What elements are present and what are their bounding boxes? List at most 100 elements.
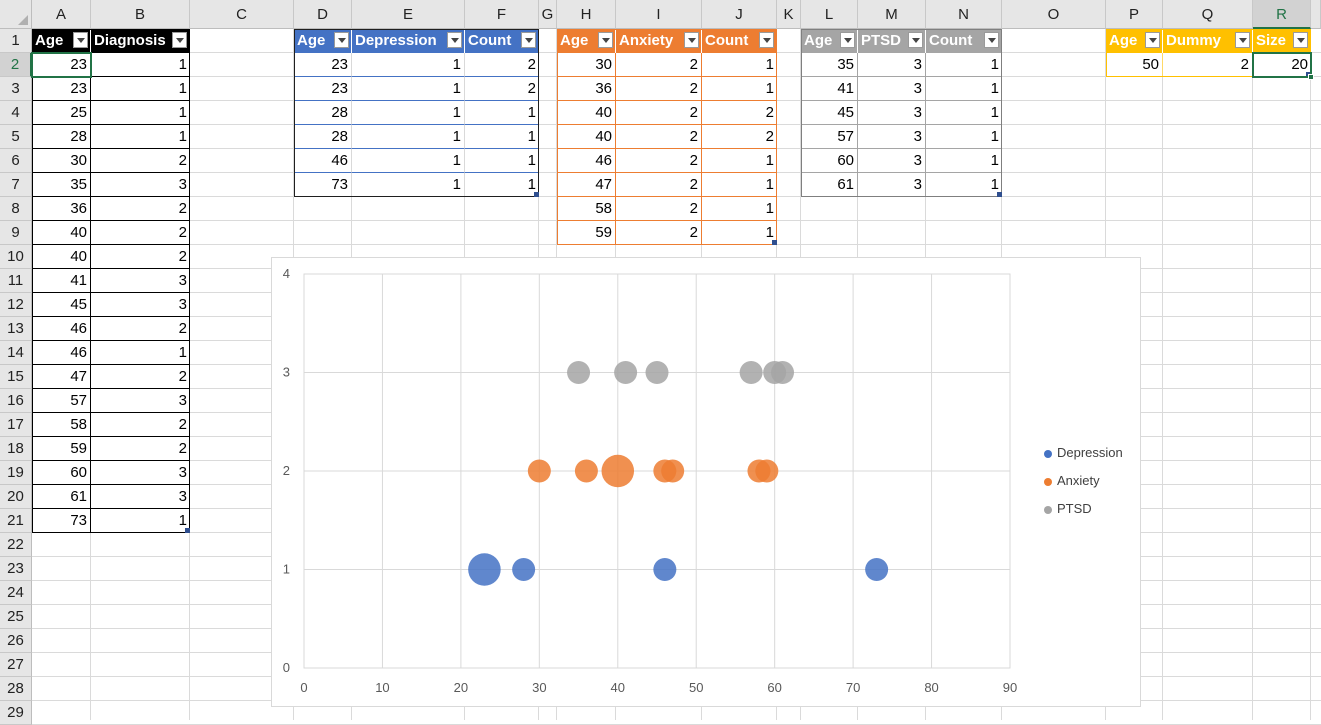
- filter-dropdown-icon[interactable]: [172, 32, 187, 48]
- table-main-cell[interactable]: 2: [91, 245, 190, 269]
- table-resize-handle[interactable]: [997, 192, 1002, 197]
- anxiety-bubble[interactable]: [601, 454, 635, 488]
- table-dummy-cell[interactable]: 2: [1163, 53, 1253, 77]
- table-anxiety-cell[interactable]: 2: [616, 125, 702, 149]
- filter-dropdown-icon[interactable]: [840, 32, 855, 48]
- row-header-29[interactable]: 29: [0, 701, 32, 725]
- anxiety-bubble[interactable]: [527, 459, 551, 483]
- filter-dropdown-icon[interactable]: [684, 32, 699, 48]
- table-ptsd-cell[interactable]: 41: [801, 77, 858, 101]
- table-depression-cell[interactable]: 2: [465, 53, 539, 77]
- table-main-cell[interactable]: 73: [32, 509, 91, 533]
- row-header-11[interactable]: 11: [0, 269, 32, 293]
- ptsd-bubble[interactable]: [614, 361, 638, 384]
- filter-dropdown-icon[interactable]: [598, 32, 613, 48]
- table-ptsd-header-age[interactable]: Age: [801, 29, 858, 53]
- table-ptsd-cell[interactable]: 1: [926, 53, 1002, 77]
- legend-item-depression[interactable]: Depression: [1044, 444, 1123, 462]
- table-depression-cell[interactable]: 28: [294, 101, 352, 125]
- table-main-cell[interactable]: 2: [91, 437, 190, 461]
- table-depression-cell[interactable]: 1: [465, 125, 539, 149]
- table-main-cell[interactable]: 58: [32, 413, 91, 437]
- table-main-cell[interactable]: 3: [91, 293, 190, 317]
- filter-dropdown-icon[interactable]: [447, 32, 462, 48]
- table-depression-cell[interactable]: 23: [294, 53, 352, 77]
- table-anxiety-cell[interactable]: 58: [557, 197, 616, 221]
- filter-dropdown-icon[interactable]: [908, 32, 923, 48]
- table-anxiety-header-age[interactable]: Age: [557, 29, 616, 53]
- filter-dropdown-icon[interactable]: [1235, 32, 1250, 48]
- table-anxiety-cell[interactable]: 2: [616, 77, 702, 101]
- table-ptsd-cell[interactable]: 3: [858, 77, 926, 101]
- table-anxiety-cell[interactable]: 47: [557, 173, 616, 197]
- table-main-cell[interactable]: 3: [91, 269, 190, 293]
- table-resize-handle[interactable]: [772, 240, 777, 245]
- table-depression-cell[interactable]: 1: [352, 53, 465, 77]
- column-header-c[interactable]: C: [190, 0, 294, 29]
- table-dummy-cell[interactable]: 20: [1253, 53, 1311, 77]
- row-header-28[interactable]: 28: [0, 677, 32, 701]
- table-main-header-diagnosis[interactable]: Diagnosis: [91, 29, 190, 53]
- table-anxiety-cell[interactable]: 40: [557, 101, 616, 125]
- column-header-b[interactable]: B: [91, 0, 190, 29]
- table-main-cell[interactable]: 2: [91, 149, 190, 173]
- row-header-23[interactable]: 23: [0, 557, 32, 581]
- table-main-cell[interactable]: 3: [91, 389, 190, 413]
- anxiety-bubble[interactable]: [661, 459, 685, 483]
- table-dummy-header-age[interactable]: Age: [1106, 29, 1163, 53]
- table-ptsd-cell[interactable]: 1: [926, 149, 1002, 173]
- table-dummy-cell[interactable]: 50: [1106, 53, 1163, 77]
- filter-dropdown-icon[interactable]: [759, 32, 774, 48]
- table-anxiety-cell[interactable]: 2: [702, 101, 777, 125]
- table-main-cell[interactable]: 23: [32, 77, 91, 101]
- table-ptsd-cell[interactable]: 1: [926, 125, 1002, 149]
- table-ptsd-cell[interactable]: 3: [858, 101, 926, 125]
- column-header-f[interactable]: F: [465, 0, 539, 29]
- row-header-9[interactable]: 9: [0, 221, 32, 245]
- table-main-cell[interactable]: 2: [91, 413, 190, 437]
- table-anxiety-cell[interactable]: 36: [557, 77, 616, 101]
- row-header-21[interactable]: 21: [0, 509, 32, 533]
- column-header-h[interactable]: H: [557, 0, 616, 29]
- fill-handle[interactable]: [1308, 74, 1314, 80]
- filter-dropdown-icon[interactable]: [984, 32, 999, 48]
- row-header-19[interactable]: 19: [0, 461, 32, 485]
- table-depression-cell[interactable]: 73: [294, 173, 352, 197]
- table-ptsd-cell[interactable]: 61: [801, 173, 858, 197]
- table-ptsd-cell[interactable]: 1: [926, 77, 1002, 101]
- table-depression-cell[interactable]: 1: [352, 77, 465, 101]
- table-depression-cell[interactable]: 1: [352, 173, 465, 197]
- row-header-13[interactable]: 13: [0, 317, 32, 341]
- table-dummy-header-size[interactable]: Size: [1253, 29, 1311, 53]
- table-ptsd-header-count[interactable]: Count: [926, 29, 1002, 53]
- table-main-cell[interactable]: 46: [32, 341, 91, 365]
- row-header-1[interactable]: 1: [0, 29, 32, 53]
- table-ptsd-cell[interactable]: 45: [801, 101, 858, 125]
- column-header-q[interactable]: Q: [1163, 0, 1253, 29]
- table-anxiety-header-anxiety[interactable]: Anxiety: [616, 29, 702, 53]
- table-ptsd-cell[interactable]: 35: [801, 53, 858, 77]
- row-header-22[interactable]: 22: [0, 533, 32, 557]
- table-main-cell[interactable]: 61: [32, 485, 91, 509]
- table-main-cell[interactable]: 30: [32, 149, 91, 173]
- table-main-cell[interactable]: 41: [32, 269, 91, 293]
- column-header-k[interactable]: K: [777, 0, 801, 29]
- table-anxiety-cell[interactable]: 2: [702, 125, 777, 149]
- table-main-cell[interactable]: 1: [91, 53, 190, 77]
- row-header-7[interactable]: 7: [0, 173, 32, 197]
- table-main-cell[interactable]: 40: [32, 245, 91, 269]
- row-header-3[interactable]: 3: [0, 77, 32, 101]
- table-main-cell[interactable]: 2: [91, 197, 190, 221]
- table-anxiety-cell[interactable]: 2: [616, 53, 702, 77]
- anxiety-bubble[interactable]: [574, 459, 598, 483]
- table-anxiety-header-count[interactable]: Count: [702, 29, 777, 53]
- table-ptsd-cell[interactable]: 60: [801, 149, 858, 173]
- filter-dropdown-icon[interactable]: [334, 32, 349, 48]
- table-ptsd-cell[interactable]: 1: [926, 101, 1002, 125]
- row-header-17[interactable]: 17: [0, 413, 32, 437]
- table-ptsd-header-ptsd[interactable]: PTSD: [858, 29, 926, 53]
- table-anxiety-cell[interactable]: 1: [702, 149, 777, 173]
- legend-item-ptsd[interactable]: PTSD: [1044, 500, 1092, 518]
- column-header-m[interactable]: M: [858, 0, 926, 29]
- legend-item-anxiety[interactable]: Anxiety: [1044, 472, 1100, 490]
